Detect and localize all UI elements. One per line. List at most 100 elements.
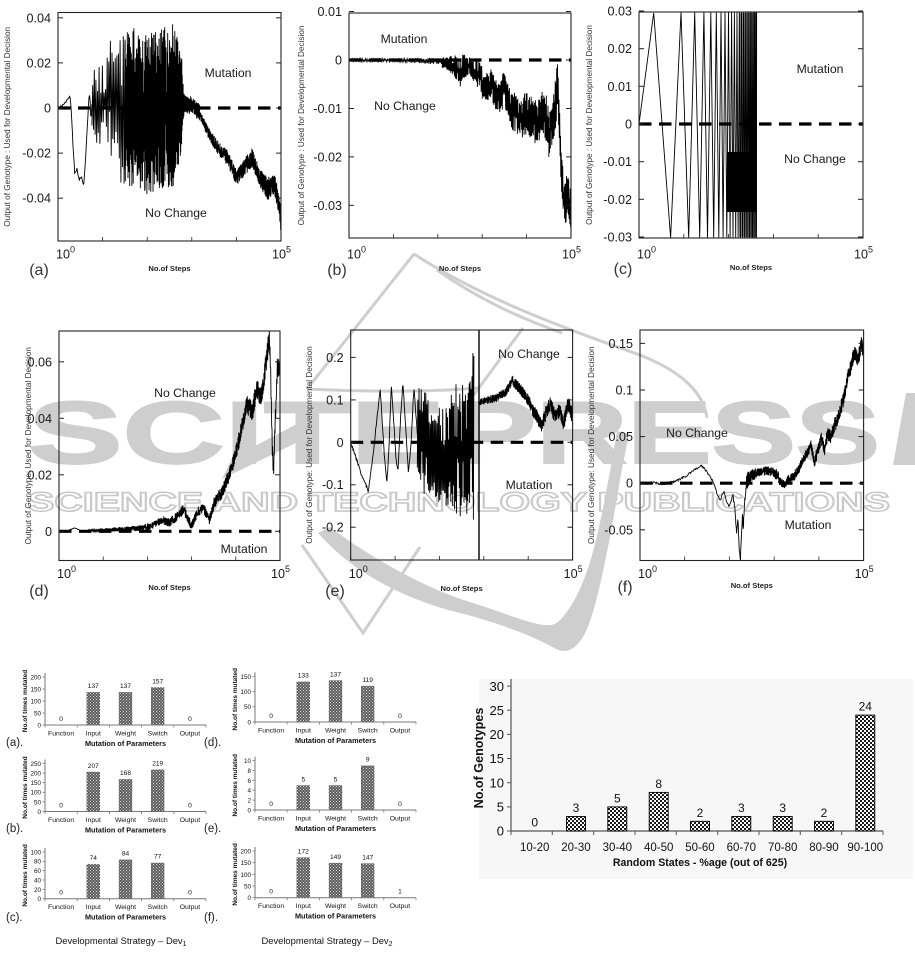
svg-text:Function: Function <box>258 903 284 910</box>
svg-text:Weight: Weight <box>325 903 346 910</box>
svg-text:0: 0 <box>37 722 41 729</box>
svg-text:0: 0 <box>269 801 273 808</box>
svg-text:50: 50 <box>244 883 252 890</box>
svg-text:Input: Input <box>86 904 101 911</box>
svg-text:100: 100 <box>56 245 75 262</box>
svg-text:1: 1 <box>398 889 402 896</box>
svg-text:-0.2: -0.2 <box>322 521 344 535</box>
svg-text:20: 20 <box>490 727 504 742</box>
svg-text:150: 150 <box>30 780 41 787</box>
svg-text:0: 0 <box>59 803 63 810</box>
svg-text:77: 77 <box>154 854 162 861</box>
svg-text:137: 137 <box>120 683 131 690</box>
svg-text:Weight: Weight <box>115 731 136 738</box>
svg-text:-0.02: -0.02 <box>603 193 632 207</box>
svg-text:(b).: (b). <box>6 823 23 835</box>
svg-text:0: 0 <box>45 525 52 539</box>
svg-text:No.of Steps: No.of Steps <box>440 584 482 593</box>
svg-text:100: 100 <box>347 245 366 262</box>
svg-text:(b): (b) <box>327 262 347 279</box>
svg-text:Mutation of Parameters: Mutation of Parameters <box>85 739 166 748</box>
svg-text:168: 168 <box>120 770 131 777</box>
svg-text:-0.03: -0.03 <box>603 231 632 245</box>
svg-text:Mutation of Parameters: Mutation of Parameters <box>295 736 376 745</box>
svg-text:100: 100 <box>30 849 41 856</box>
svg-text:Output of Genotype : Used for: Output of Genotype : Used for Developmen… <box>3 26 12 226</box>
svg-text:149: 149 <box>330 854 341 861</box>
svg-text:0: 0 <box>188 890 192 897</box>
svg-text:119: 119 <box>362 677 373 684</box>
svg-text:No.of Steps: No.of Steps <box>439 264 481 273</box>
svg-text:-0.05: -0.05 <box>604 523 633 537</box>
svg-text:133: 133 <box>298 673 309 680</box>
svg-text:0.1: 0.1 <box>615 384 633 398</box>
svg-text:(a): (a) <box>29 262 49 279</box>
svg-text:219: 219 <box>152 761 163 768</box>
svg-text:No.of times mutated: No.of times mutated <box>232 843 239 906</box>
svg-text:60: 60 <box>34 868 42 875</box>
svg-text:0: 0 <box>531 816 538 830</box>
svg-text:0: 0 <box>37 809 41 816</box>
svg-text:20: 20 <box>34 887 42 894</box>
svg-text:0: 0 <box>497 824 504 839</box>
svg-text:Input: Input <box>86 817 101 824</box>
svg-text:Mutation: Mutation <box>221 542 268 556</box>
svg-text:Output: Output <box>180 817 201 824</box>
svg-text:0: 0 <box>59 890 63 897</box>
svg-text:0.1: 0.1 <box>326 393 344 407</box>
svg-text:8: 8 <box>247 768 251 775</box>
svg-text:30-40: 30-40 <box>603 842 632 854</box>
svg-text:0: 0 <box>398 801 402 808</box>
svg-text:No.of Steps: No.of Steps <box>731 581 773 590</box>
svg-text:Mutation: Mutation <box>205 66 252 80</box>
svg-text:80-90: 80-90 <box>809 842 838 854</box>
svg-text:(c).: (c). <box>6 912 23 924</box>
svg-text:No.of times mutated: No.of times mutated <box>232 754 239 817</box>
svg-text:100: 100 <box>240 872 251 879</box>
svg-text:100: 100 <box>30 790 41 797</box>
svg-text:137: 137 <box>88 683 99 690</box>
svg-text:0: 0 <box>398 713 402 720</box>
svg-text:2: 2 <box>821 806 828 820</box>
svg-text:0.01: 0.01 <box>607 80 632 94</box>
svg-text:Switch: Switch <box>148 904 168 911</box>
svg-text:(f): (f) <box>617 579 632 596</box>
svg-text:0.2: 0.2 <box>326 351 344 365</box>
svg-text:Output of Genotype : Used for: Output of Genotype : Used for Developmen… <box>297 25 306 225</box>
svg-text:-0.04: -0.04 <box>22 192 51 206</box>
svg-text:100: 100 <box>30 698 41 705</box>
svg-text:105: 105 <box>562 245 581 262</box>
svg-text:0: 0 <box>188 716 192 723</box>
svg-text:(a).: (a). <box>6 737 23 749</box>
svg-text:100: 100 <box>638 564 657 581</box>
svg-text:0: 0 <box>626 477 633 491</box>
svg-text:Output: Output <box>390 903 411 910</box>
svg-text:No.of times mutated: No.of times mutated <box>232 668 239 731</box>
svg-text:10-20: 10-20 <box>520 842 549 854</box>
svg-text:Mutation: Mutation <box>506 478 553 492</box>
svg-text:No.of times mutated: No.of times mutated <box>22 670 29 733</box>
svg-text:Mutation: Mutation <box>381 32 428 46</box>
svg-text:Developmental Strategy – Dev2: Developmental Strategy – Dev2 <box>261 935 392 948</box>
svg-text:25: 25 <box>490 703 504 718</box>
svg-text:147: 147 <box>362 854 373 861</box>
svg-text:Input: Input <box>296 728 311 735</box>
svg-text:2: 2 <box>697 806 704 820</box>
svg-text:(d): (d) <box>29 583 49 600</box>
svg-text:0.02: 0.02 <box>607 42 632 56</box>
svg-text:100: 100 <box>57 564 76 581</box>
svg-text:Input: Input <box>296 816 311 823</box>
svg-text:No Change: No Change <box>374 99 436 113</box>
svg-text:No.of times mutated: No.of times mutated <box>22 756 29 819</box>
svg-text:0.04: 0.04 <box>26 11 51 25</box>
svg-text:15: 15 <box>490 751 504 766</box>
svg-text:(e): (e) <box>325 583 345 600</box>
svg-text:Switch: Switch <box>148 817 168 824</box>
svg-text:6: 6 <box>247 778 251 785</box>
svg-text:5: 5 <box>301 776 305 783</box>
svg-text:Output of Genotype: Used for D: Output of Genotype: Used for Development… <box>587 346 596 544</box>
svg-text:Function: Function <box>48 817 74 824</box>
svg-text:Random States - %age (out of 6: Random States - %age (out of 625) <box>613 857 787 869</box>
svg-text:50-60: 50-60 <box>685 842 714 854</box>
svg-text:0: 0 <box>247 895 251 902</box>
